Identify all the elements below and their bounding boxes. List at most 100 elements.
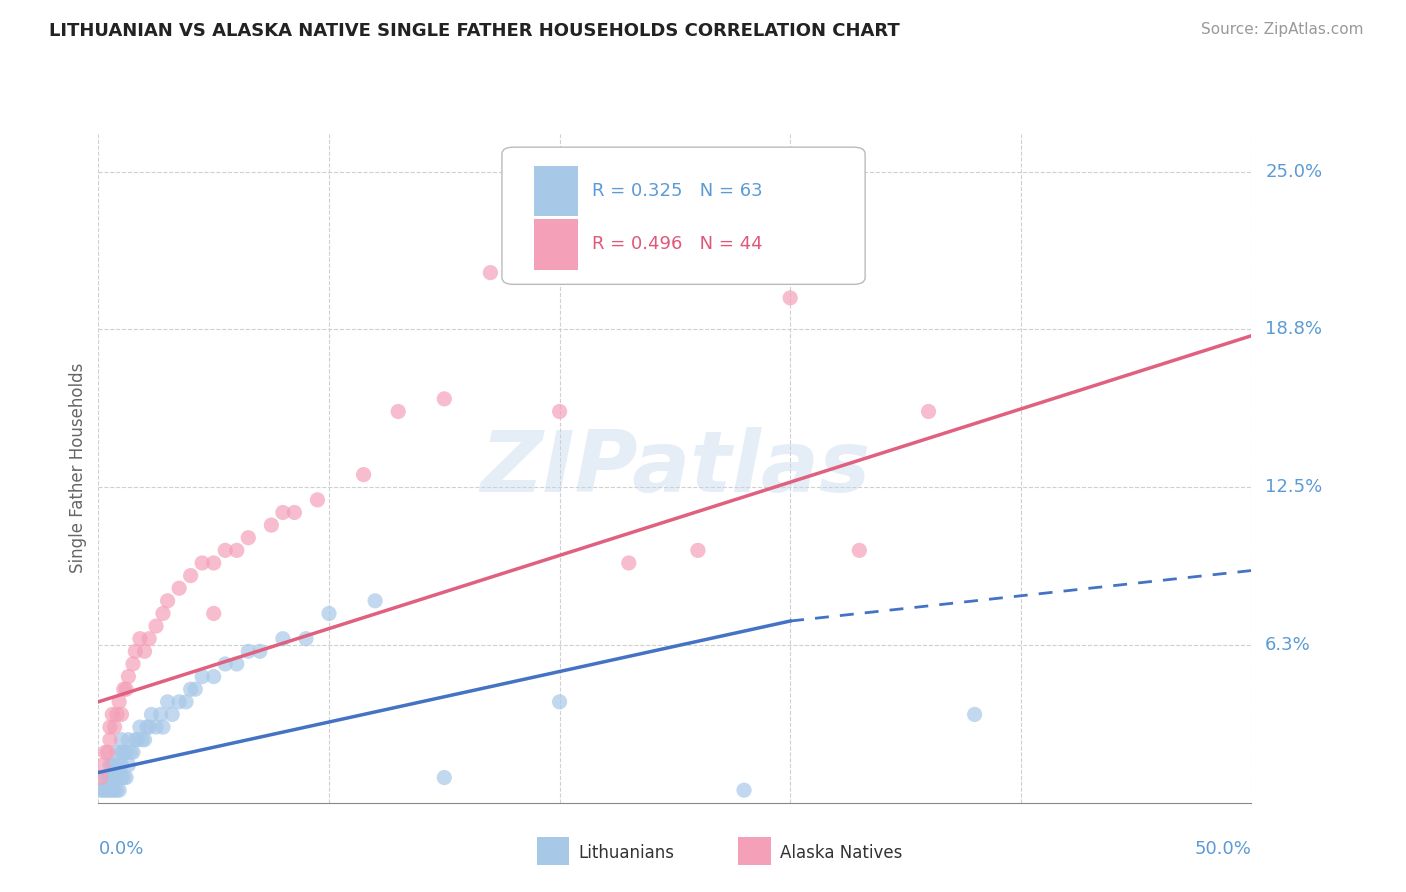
Point — [733, 783, 755, 797]
Point — [180, 682, 202, 697]
Point — [91, 783, 114, 797]
Point — [138, 720, 160, 734]
FancyBboxPatch shape — [534, 219, 578, 269]
Point — [318, 607, 340, 621]
Point — [117, 732, 139, 747]
Point — [238, 531, 260, 545]
Point — [271, 632, 294, 646]
Point — [152, 720, 174, 734]
Point — [112, 682, 135, 697]
Point — [156, 594, 179, 608]
Point — [249, 644, 271, 658]
Text: Lithuanians: Lithuanians — [578, 844, 673, 862]
Point — [94, 771, 117, 785]
Text: 12.5%: 12.5% — [1265, 478, 1323, 496]
Point — [617, 556, 640, 570]
Point — [98, 720, 121, 734]
Point — [90, 771, 112, 785]
Point — [225, 543, 247, 558]
Point — [98, 771, 121, 785]
Point — [112, 771, 135, 785]
Point — [184, 682, 207, 697]
Point — [101, 783, 124, 797]
Text: R = 0.325   N = 63: R = 0.325 N = 63 — [592, 182, 762, 200]
Point — [225, 657, 247, 671]
Point — [117, 669, 139, 683]
Point — [97, 745, 120, 759]
Point — [91, 758, 114, 772]
Point — [110, 732, 132, 747]
Point — [103, 783, 125, 797]
FancyBboxPatch shape — [537, 837, 569, 865]
Point — [112, 745, 135, 759]
Point — [105, 745, 128, 759]
Point — [98, 758, 121, 772]
Point — [202, 556, 225, 570]
Point — [283, 506, 305, 520]
FancyBboxPatch shape — [738, 837, 770, 865]
Point — [97, 771, 120, 785]
Point — [167, 581, 190, 595]
Point — [90, 783, 112, 797]
Point — [138, 632, 160, 646]
Point — [108, 695, 131, 709]
Text: 6.3%: 6.3% — [1265, 636, 1310, 654]
Point — [122, 745, 145, 759]
Point — [110, 745, 132, 759]
Text: LITHUANIAN VS ALASKA NATIVE SINGLE FATHER HOUSEHOLDS CORRELATION CHART: LITHUANIAN VS ALASKA NATIVE SINGLE FATHE… — [49, 22, 900, 40]
Point — [115, 745, 138, 759]
Point — [131, 732, 153, 747]
Point — [103, 758, 125, 772]
Point — [115, 682, 138, 697]
Point — [202, 607, 225, 621]
Point — [115, 771, 138, 785]
Point — [94, 745, 117, 759]
Point — [364, 594, 387, 608]
Point — [134, 644, 156, 658]
Y-axis label: Single Father Households: Single Father Households — [69, 363, 87, 574]
Point — [295, 632, 318, 646]
Point — [108, 758, 131, 772]
Point — [103, 720, 125, 734]
Text: 25.0%: 25.0% — [1265, 162, 1322, 181]
Point — [191, 556, 214, 570]
Point — [191, 669, 214, 683]
Point — [101, 771, 124, 785]
Point — [117, 758, 139, 772]
Text: 18.8%: 18.8% — [1265, 320, 1322, 338]
Point — [124, 732, 146, 747]
Point — [97, 783, 120, 797]
Point — [103, 771, 125, 785]
Point — [110, 758, 132, 772]
Point — [129, 720, 152, 734]
Point — [260, 518, 283, 533]
Point — [548, 695, 571, 709]
Point — [110, 707, 132, 722]
Text: R = 0.496   N = 44: R = 0.496 N = 44 — [592, 235, 762, 253]
Point — [134, 732, 156, 747]
Point — [387, 404, 409, 418]
Point — [152, 607, 174, 621]
Point — [124, 644, 146, 658]
Point — [141, 707, 163, 722]
Text: Alaska Natives: Alaska Natives — [780, 844, 903, 862]
Text: 50.0%: 50.0% — [1195, 839, 1251, 857]
Point — [779, 291, 801, 305]
Point — [307, 492, 329, 507]
Point — [101, 758, 124, 772]
Point — [963, 707, 986, 722]
Point — [271, 506, 294, 520]
Point — [129, 632, 152, 646]
Point — [214, 657, 236, 671]
Point — [156, 695, 179, 709]
Point — [848, 543, 870, 558]
Point — [94, 783, 117, 797]
Point — [145, 619, 167, 633]
Text: 0.0%: 0.0% — [98, 839, 143, 857]
Point — [433, 771, 456, 785]
Point — [917, 404, 939, 418]
Point — [167, 695, 190, 709]
Point — [149, 707, 172, 722]
Point — [105, 783, 128, 797]
Point — [122, 657, 145, 671]
